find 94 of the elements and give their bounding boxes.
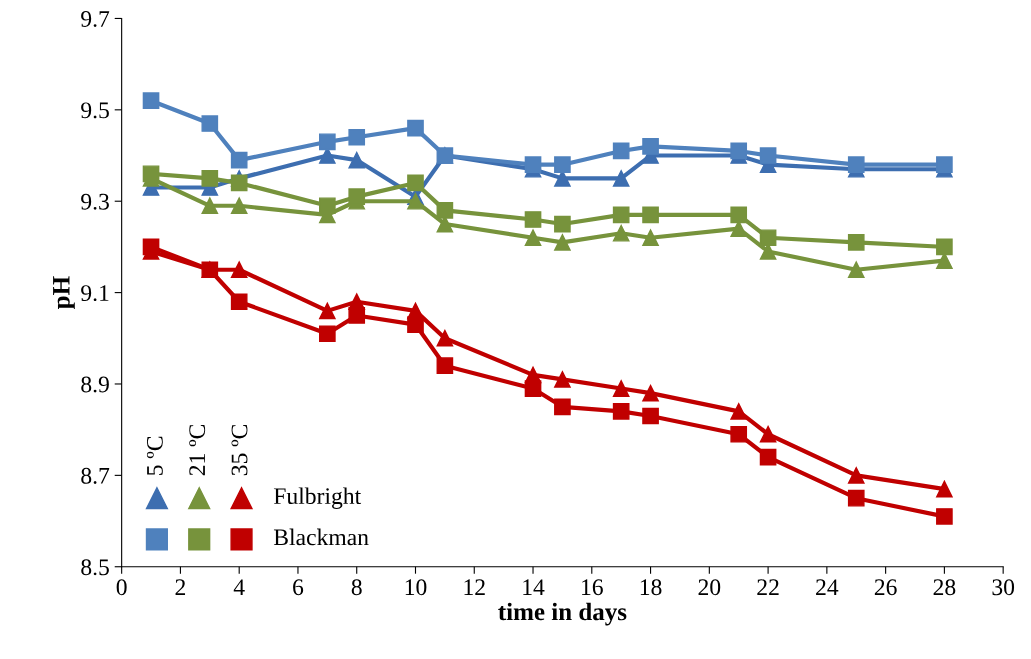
legend-label: Fulbright [273,487,362,509]
annotation: 21 ºC [189,424,206,476]
point [201,197,219,215]
point [554,371,571,388]
point [847,467,865,484]
x-tick-label: 22 [757,579,779,595]
x-tick-label: 20 [698,579,721,596]
point [759,229,777,247]
point [554,398,571,416]
annotation: 5 ºC [146,436,163,475]
point [524,229,542,247]
point [319,197,336,215]
x-tick-label: 24 [816,579,839,595]
point [348,128,366,146]
point [407,119,424,137]
y-tick-label: 9.1 [81,285,109,302]
point [642,229,659,247]
point [524,380,542,397]
point [201,115,219,132]
point [642,407,659,425]
y-tick-label: 9.5 [81,102,109,119]
point [612,224,630,242]
point [936,238,953,256]
point [201,261,219,279]
point [847,234,865,251]
point [319,133,336,151]
point [612,206,630,224]
x-tick-label: 14 [523,579,545,595]
y-tick-label: 8.5 [81,559,109,576]
point [936,156,953,173]
point [348,151,366,169]
x-axis-title: time in days [498,602,627,626]
point [936,508,953,525]
point [847,489,865,507]
point [612,142,630,160]
point [436,329,454,347]
point [524,156,542,173]
point [230,174,248,192]
x-tick-label: 8 [351,579,362,596]
point [407,316,424,333]
point [554,156,571,173]
point [319,302,336,320]
point [524,211,542,228]
x-tick-label: 6 [293,579,304,596]
point [230,151,248,169]
y-axis-title: pH [53,276,75,309]
point [230,293,248,311]
y-tick-label: 9.7 [81,11,110,27]
x-tick-label: 4 [233,579,245,595]
x-tick-label: 2 [175,579,186,595]
point [759,448,777,466]
y-tick-label: 8.7 [81,467,110,484]
point [554,215,571,233]
annotation: 35 ºC [231,424,248,476]
point [436,357,454,375]
point [230,261,248,279]
legend-label: Blackman [273,528,369,546]
point [142,165,160,183]
point [730,425,748,443]
point [759,147,777,164]
point [847,261,865,279]
point [642,384,659,402]
point [142,92,160,110]
point [230,197,248,215]
point [201,170,219,187]
point [319,325,336,343]
point [612,403,630,420]
y-tick-label: 9.3 [81,193,109,210]
point [642,138,659,155]
point [936,480,953,498]
point [730,142,748,160]
point [759,425,777,443]
x-tick-label: 26 [874,579,897,596]
x-tick-label: 16 [582,579,603,596]
point [348,307,366,324]
point [554,234,571,251]
point [612,380,630,397]
point [407,174,424,192]
point [612,170,630,187]
x-tick-label: 0 [116,579,127,596]
x-tick-label: 12 [464,579,485,595]
point [730,403,748,420]
point [142,238,160,256]
point [407,192,424,210]
point [730,206,748,224]
x-tick-label: 18 [640,579,662,596]
x-tick-label: 10 [405,579,427,596]
point [642,206,659,224]
point [847,156,865,173]
x-tick-label: 30 [992,579,1015,596]
y-tick-label: 8.9 [81,376,109,393]
point [348,188,366,205]
x-tick-label: 28 [933,579,956,596]
point [436,202,454,219]
